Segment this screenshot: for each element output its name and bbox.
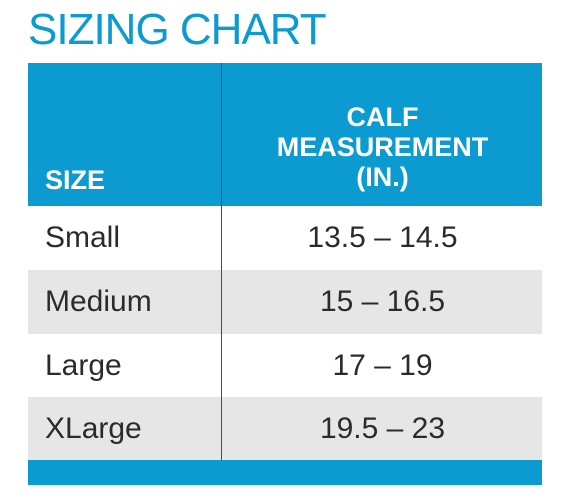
size-cell: Large <box>45 349 122 382</box>
calf-measurement-cell: 19.5 – 23 <box>319 412 446 445</box>
table-row: Medium 15 – 16.5 <box>28 270 542 334</box>
calf-measurement-cell: 13.5 – 14.5 <box>307 221 458 254</box>
table-row: Small 13.5 – 14.5 <box>28 206 542 270</box>
page-title: SIZING CHART <box>28 5 327 54</box>
size-cell: Small <box>45 221 121 254</box>
calf-measurement-column-header: CALF MEASUREMENT (IN.) <box>276 102 489 192</box>
table-row: Large 17 – 19 <box>28 334 542 398</box>
table-header: SIZE CALF MEASUREMENT (IN.) <box>28 63 542 206</box>
size-cell: XLarge <box>45 412 142 445</box>
size-cell: Medium <box>45 285 152 318</box>
calf-measurement-cell: 17 – 19 <box>332 349 433 382</box>
table-row: XLarge 19.5 – 23 <box>28 397 542 461</box>
column-divider <box>221 63 222 460</box>
table-footer-bar <box>28 460 542 485</box>
sizing-table: SIZE CALF MEASUREMENT (IN.) Small 13.5 –… <box>28 63 542 485</box>
size-column-header: SIZE <box>45 165 106 195</box>
calf-measurement-cell: 15 – 16.5 <box>319 285 446 318</box>
